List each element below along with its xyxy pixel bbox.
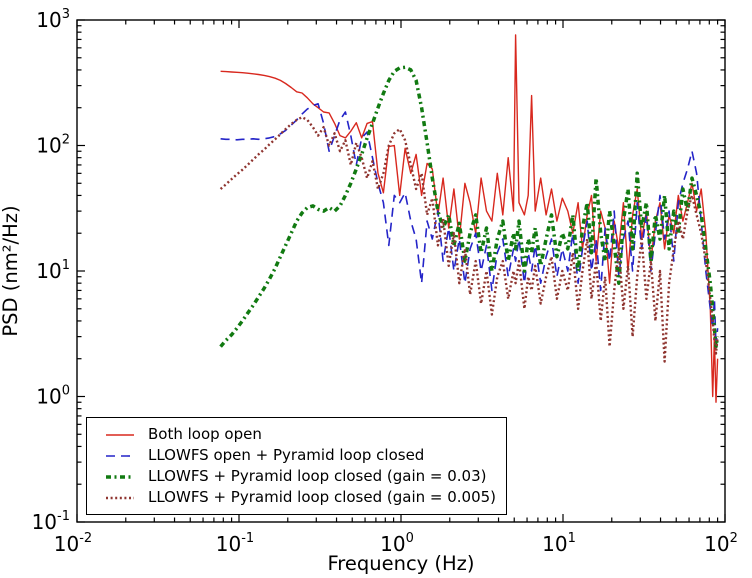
legend-line-sample-blue (106, 454, 134, 457)
tick-label: 103 (36, 7, 70, 32)
tick-label: 102 (704, 531, 738, 556)
legend-line-sample-red (106, 433, 134, 436)
legend-item: LLOWFS + Pyramid loop closed (gain = 0.0… (103, 488, 506, 507)
legend-line-sample-darkred (106, 496, 134, 499)
plot-border (76, 19, 726, 523)
legend-item-label: LLOWFS open + Pyramid loop closed (148, 446, 425, 464)
x-axis-label: Frequency (Hz) (327, 552, 474, 575)
series-line-2 (219, 65, 720, 349)
tick-label: 101 (542, 531, 576, 556)
tick-label: 100 (36, 384, 70, 409)
series-line-3 (219, 116, 719, 363)
tick-label: 101 (36, 258, 70, 283)
tick-label: 100 (380, 531, 414, 556)
tick-label: 10-2 (54, 531, 92, 556)
tick-label: 10-1 (216, 531, 254, 556)
legend-item-label: Both loop open (148, 425, 262, 443)
legend-item: LLOWFS open + Pyramid loop closed (103, 446, 506, 465)
legend-item: LLOWFS + Pyramid loop closed (gain = 0.0… (103, 467, 506, 486)
tick-label: 102 (36, 133, 70, 158)
series-lines (219, 34, 720, 403)
legend-item: Both loop open (103, 425, 506, 444)
tick-label: 10-1 (32, 509, 70, 534)
legend-box: Both loop open LLOWFS open + Pyramid loo… (86, 417, 507, 515)
legend-item-label: LLOWFS + Pyramid loop closed (gain = 0.0… (148, 467, 487, 485)
legend-item-label: LLOWFS + Pyramid loop closed (gain = 0.0… (148, 488, 497, 506)
legend-line-sample-green (106, 474, 134, 479)
y-axis-label: PSD (nm²/Hz) (0, 205, 22, 336)
